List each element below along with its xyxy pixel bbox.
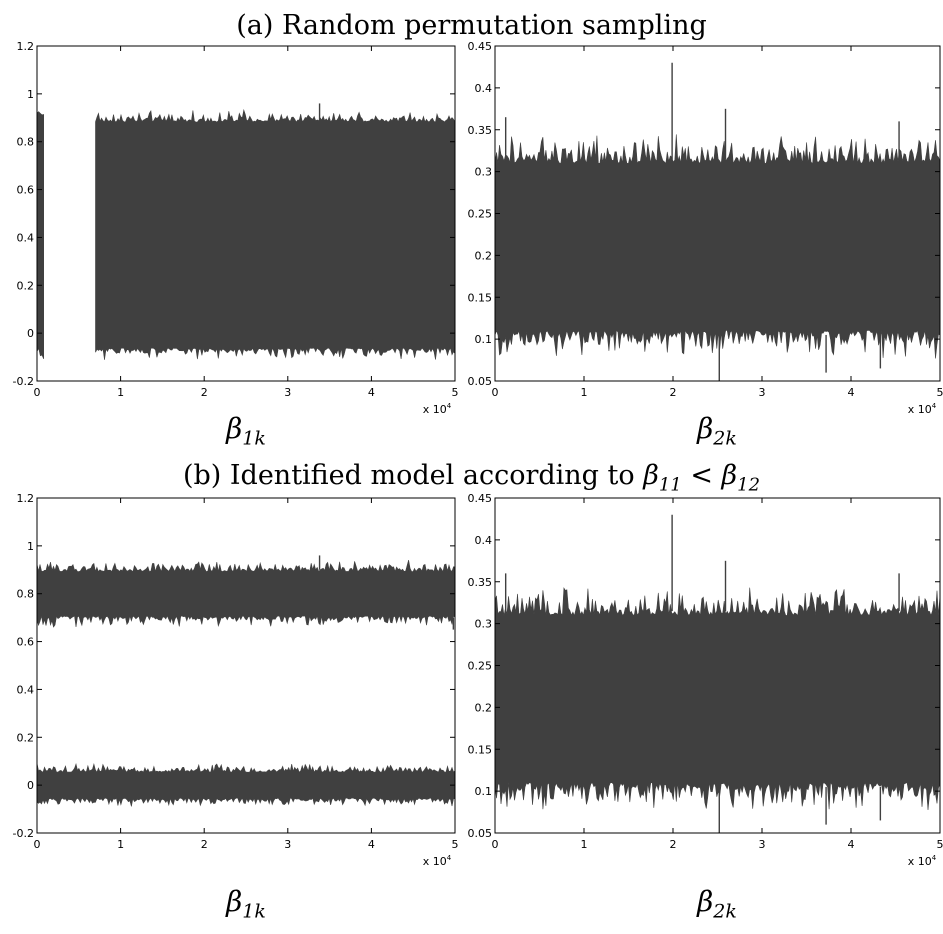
x-tick-label: 2 [201,386,208,399]
y-tick-label: -0.2 [13,375,34,388]
x-tick-label: 4 [368,838,375,851]
x-tick-label: 3 [284,838,291,851]
x-axis-multiplier: x 104 [908,854,937,868]
y-tick-label: 0.05 [468,827,493,840]
y-tick-label: 1.2 [17,492,35,505]
y-tick-label: 0.3 [475,618,493,631]
y-tick-label: 0.2 [475,701,493,714]
x-tick-label: 2 [201,838,208,851]
x-tick-label: 0 [492,386,499,399]
x-tick-label: 3 [759,386,766,399]
y-tick-label: 0.25 [468,208,493,221]
y-tick-label: 0.2 [475,249,493,262]
section-b-title-prefix: (b) Identified model according to [182,460,644,491]
section-b-condition-rhs: β12 [721,460,761,496]
y-tick-label: 0.6 [17,184,35,197]
y-tick-label: 0.35 [468,124,493,137]
y-tick-label: 0 [27,327,34,340]
y-tick-label: 0.4 [17,231,35,244]
x-tick-label: 0 [34,386,41,399]
axes-box [36,497,456,834]
x-axis-multiplier: x 104 [423,402,452,416]
y-tick-label: 0.2 [17,731,35,744]
x-tick-label: 3 [284,386,291,399]
y-tick-label: 0.15 [468,291,493,304]
y-tick-label: 0.6 [17,636,35,649]
y-tick-label: 0.1 [475,785,493,798]
y-tick-label: 0.1 [475,333,493,346]
x-tick-label: 5 [452,386,459,399]
y-tick-label: 1 [27,540,34,553]
y-tick-label: 1 [27,88,34,101]
x-tick-label: 1 [581,838,588,851]
x-tick-label: 2 [670,386,677,399]
chart-beta2k-random-permutation: 0.05 0.1 0.15 0.2 0.25 0.3 0.35 0.4 0.45 0 1 2 3 4 5x … [468,40,943,416]
panel-label-a-beta2k: β2k [697,412,737,450]
y-tick-label: 0.4 [475,534,493,547]
y-tick-label: 0.15 [468,743,493,756]
x-tick-label: 0 [34,838,41,851]
x-tick-label: 1 [117,838,124,851]
y-tick-label: 0.8 [17,588,35,601]
x-tick-label: 4 [848,386,855,399]
chart-beta2k-identified-model: 0.05 0.1 0.15 0.2 0.25 0.3 0.35 0.4 0.45 0 1 2 3 4 5x … [468,492,943,868]
y-tick-label: 0.4 [17,683,35,696]
section-b-condition-op: < [681,460,722,491]
trace-band-1 [36,111,44,360]
x-tick-label: 0 [492,838,499,851]
y-tick-label: 1.2 [17,40,35,53]
y-tick-label: 0.45 [468,492,493,505]
y-tick-label: 0 [27,779,34,792]
trace-band-2 [95,108,456,360]
y-tick-label: 0.05 [468,375,493,388]
y-tick-label: 0.2 [17,279,35,292]
y-tick-label: 0.35 [468,576,493,589]
y-tick-label: 0.8 [17,136,35,149]
x-tick-label: 4 [368,386,375,399]
section-b-title: (b) Identified model according to β11 < … [0,460,943,501]
x-tick-label: 1 [581,386,588,399]
trace-band-1 [494,587,941,811]
axes-box [36,45,456,382]
x-tick-label: 5 [937,386,943,399]
x-axis-multiplier: x 104 [908,402,937,416]
trace-band-2 [36,762,456,807]
x-tick-label: 5 [452,838,459,851]
trace-band-1 [494,134,941,359]
chart-beta1k-identified-model: -0.200.20.40.60.811.20 1 2 3 4 5x 104 [13,492,459,868]
section-a-title-text: (a) Random permutation sampling [236,10,707,41]
panel-label-b-beta1k: β1k [226,885,266,923]
chart-beta1k-random-permutation: -0.200.20.40.60.811.20 1 2 3 4 5x 104 [13,40,459,416]
y-tick-label: 0.25 [468,660,493,673]
y-tick-label: 0.3 [475,166,493,179]
y-tick-label: 0.45 [468,40,493,53]
x-tick-label: 2 [670,838,677,851]
section-a-title: (a) Random permutation sampling [0,10,943,42]
x-tick-label: 1 [117,386,124,399]
x-axis-multiplier: x 104 [423,854,452,868]
panel-label-b-beta2k: β2k [697,885,737,923]
x-tick-label: 5 [937,838,943,851]
section-b-condition-lhs: β11 [643,460,682,496]
trace-band-1 [36,560,456,628]
x-tick-label: 4 [848,838,855,851]
y-tick-label: -0.2 [13,827,34,840]
panel-label-a-beta1k: β1k [226,412,266,450]
y-tick-label: 0.4 [475,82,493,95]
x-tick-label: 3 [759,838,766,851]
